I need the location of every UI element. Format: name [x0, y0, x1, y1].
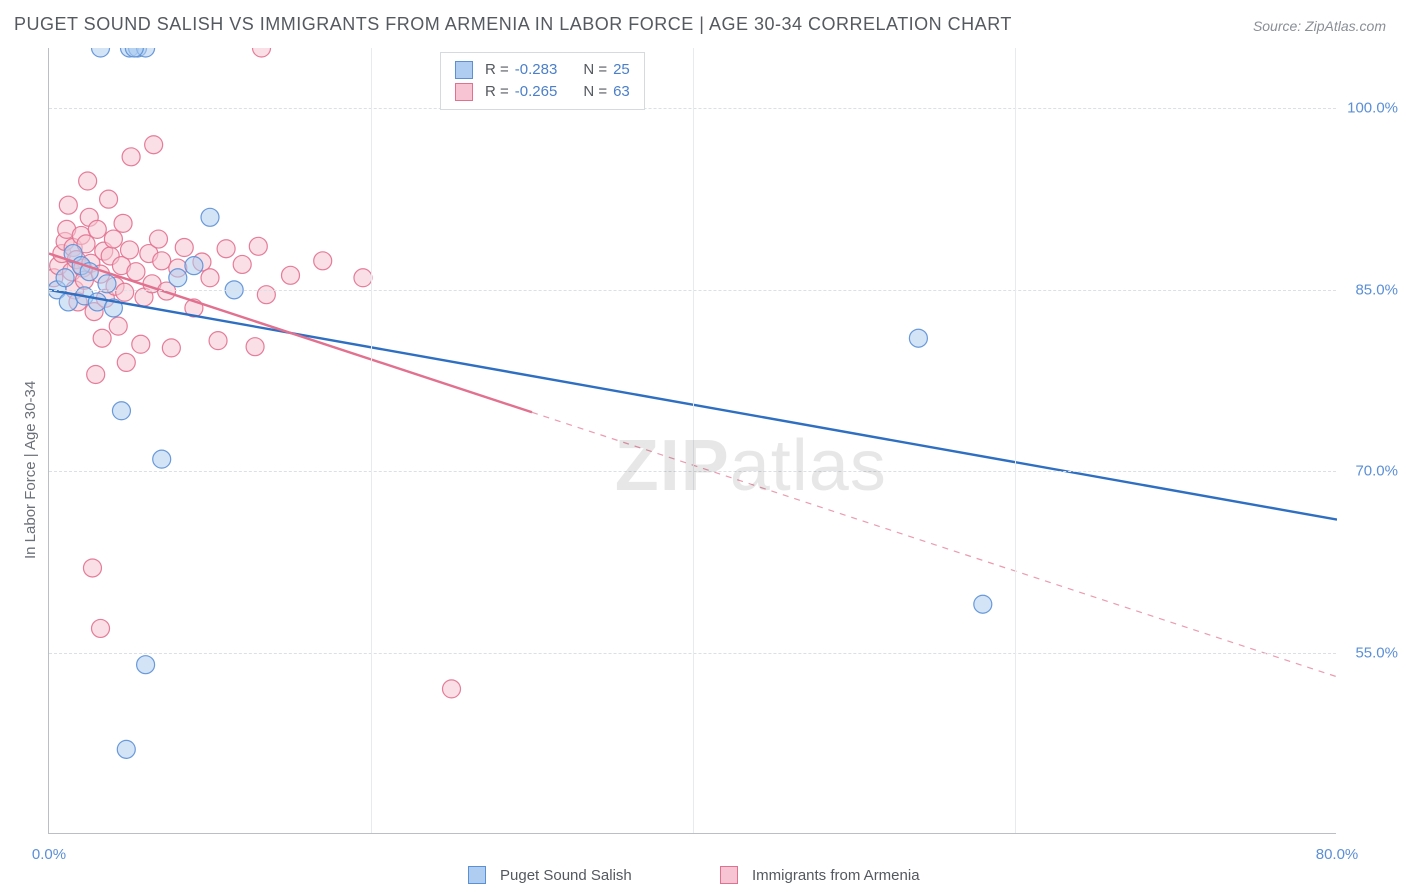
swatch-icon: [720, 866, 738, 884]
legend-stat-row: R = -0.265N = 63: [455, 81, 630, 103]
y-tick-label: 55.0%: [1355, 644, 1398, 661]
plot-area: 55.0%70.0%85.0%100.0%0.0%80.0%: [48, 48, 1336, 834]
legend-stat-row: R = -0.283N = 25: [455, 59, 630, 81]
legend-series-1: Puget Sound Salish: [468, 866, 632, 884]
x-tick-label: 80.0%: [1316, 846, 1359, 863]
y-tick-label: 100.0%: [1347, 100, 1398, 117]
chart-title: PUGET SOUND SALISH VS IMMIGRANTS FROM AR…: [14, 14, 1012, 35]
x-tick-label: 0.0%: [32, 846, 66, 863]
legend-label: Puget Sound Salish: [500, 867, 632, 884]
y-axis-label: In Labor Force | Age 30-34: [22, 381, 39, 559]
y-tick-label: 85.0%: [1355, 281, 1398, 298]
swatch-icon: [468, 866, 486, 884]
source-attribution: Source: ZipAtlas.com: [1253, 18, 1386, 34]
legend-series-2: Immigrants from Armenia: [720, 866, 920, 884]
y-tick-label: 70.0%: [1355, 463, 1398, 480]
legend-stats: R = -0.283N = 25R = -0.265N = 63: [440, 52, 645, 110]
legend-label: Immigrants from Armenia: [752, 867, 920, 884]
